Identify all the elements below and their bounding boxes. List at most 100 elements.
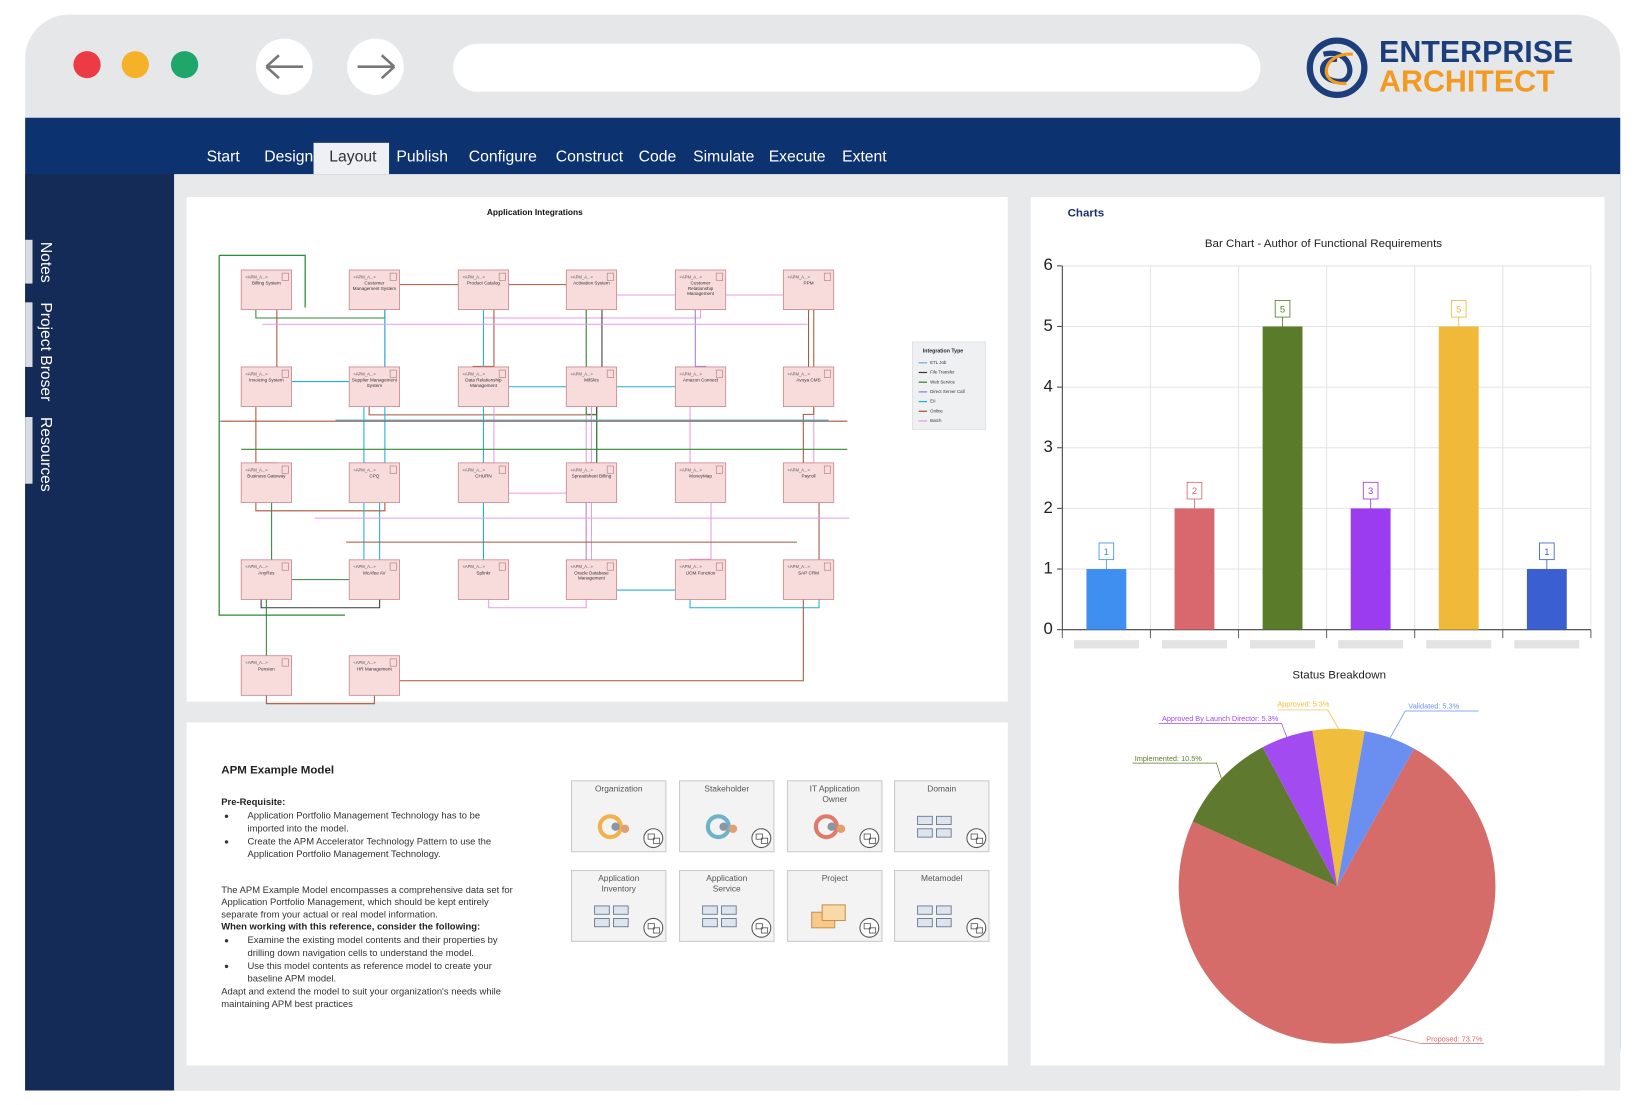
tile-icon bbox=[705, 814, 731, 840]
tile-label: Service bbox=[713, 883, 741, 893]
node-stereotype: «APM_A...» bbox=[245, 564, 268, 569]
tile-label: Stakeholder bbox=[704, 783, 749, 793]
node-label-box: AnyRes bbox=[258, 570, 274, 575]
ribbon-tab[interactable]: Construct bbox=[556, 149, 624, 166]
apm-text: Create the APM Accelerator Technology Pa… bbox=[247, 835, 491, 846]
node-stereotype: «APM_A...» bbox=[353, 371, 376, 376]
node-stereotype: «APM_A...» bbox=[788, 274, 811, 279]
node-stereotype: «APM_A...» bbox=[245, 467, 268, 472]
back-arrow bbox=[265, 54, 304, 80]
bar-label: 1 bbox=[1544, 546, 1549, 557]
ribbon-tab[interactable]: Publish bbox=[396, 149, 448, 166]
pie-leader bbox=[1132, 762, 1222, 779]
apm-heading: Pre-Requisite: bbox=[221, 796, 285, 807]
apm-text: Application Portfolio Management Technol… bbox=[247, 810, 480, 821]
category-placeholder bbox=[1514, 640, 1580, 649]
node-label-box: HR Management bbox=[357, 666, 392, 671]
tile-badge-icon bbox=[970, 833, 978, 840]
bar-label: 3 bbox=[1368, 485, 1373, 496]
node-icon bbox=[389, 369, 397, 378]
tile-icon bbox=[594, 918, 610, 928]
charts-title: Charts bbox=[1068, 208, 1105, 220]
bar bbox=[1174, 508, 1215, 630]
node-label: Payroll bbox=[801, 473, 816, 479]
ribbon-tab[interactable]: Extent bbox=[842, 149, 887, 166]
node-icon bbox=[281, 562, 289, 571]
pie-label: Implemented: 10.5% bbox=[1135, 754, 1203, 763]
node-stereotype: «APM_A...» bbox=[680, 274, 703, 279]
tile-icon bbox=[827, 822, 836, 831]
node-stereotype: «APM_A...» bbox=[570, 274, 593, 279]
node-label: Spreadsheet Billing bbox=[571, 473, 612, 479]
pie-slice bbox=[1178, 748, 1496, 1044]
tile-label: Application bbox=[598, 873, 639, 883]
node bbox=[457, 559, 510, 600]
node-stereotype: «APM_A...» bbox=[788, 564, 811, 569]
node bbox=[674, 366, 727, 407]
sidebar bbox=[25, 174, 175, 1091]
ribbon-tab[interactable]: Configure bbox=[469, 149, 537, 166]
apm-text: imported into the model. bbox=[247, 823, 348, 834]
apm-text: Examine the existing model contents and … bbox=[247, 934, 497, 945]
node-icon bbox=[606, 465, 614, 474]
node-label-box: Avoya CMS bbox=[796, 377, 820, 382]
sidebar-tab[interactable]: Notes bbox=[37, 242, 54, 283]
ribbon-tab[interactable]: Execute bbox=[769, 149, 826, 166]
node-icon bbox=[823, 272, 831, 281]
tile-icon bbox=[721, 918, 737, 928]
node-icon bbox=[823, 369, 831, 378]
logo-line2: ARCHITECT bbox=[1379, 65, 1555, 98]
screen-content: ENTERPRISE ARCHITECT Charts Application … bbox=[25, 14, 1621, 1091]
category-placeholder bbox=[1338, 640, 1404, 649]
category-placeholder bbox=[1073, 640, 1139, 649]
pie-label: Validated: 5.3% bbox=[1408, 702, 1459, 711]
bar-label: 5 bbox=[1456, 303, 1461, 314]
bar bbox=[1086, 569, 1127, 630]
tile-badge-icon bbox=[868, 927, 877, 934]
node-label: Oracle Database Management bbox=[574, 570, 609, 581]
node-stereotype: «APM_A...» bbox=[570, 371, 593, 376]
ribbon-tab[interactable]: Start bbox=[207, 149, 241, 166]
bullet bbox=[224, 939, 229, 943]
tile-icon bbox=[821, 904, 846, 922]
node-label-box: Splinkr bbox=[476, 570, 490, 575]
ribbon-tab[interactable]: Code bbox=[639, 149, 677, 166]
node-label-box: Payroll bbox=[801, 473, 816, 479]
sidebar-tab[interactable]: Resources bbox=[37, 417, 54, 492]
tile-icon bbox=[613, 905, 629, 915]
tile-icon bbox=[813, 814, 839, 840]
node-stereotype: «APM_A...» bbox=[245, 274, 268, 279]
legend-title: Integration Type bbox=[923, 349, 963, 355]
node-icon bbox=[715, 465, 723, 474]
ribbon-tab[interactable]: Design bbox=[264, 149, 313, 166]
node-icon bbox=[389, 272, 397, 281]
node-icon bbox=[498, 272, 506, 281]
node-label: McAfee AV bbox=[363, 570, 386, 576]
node bbox=[674, 559, 727, 600]
tile-icon bbox=[613, 918, 629, 928]
node-stereotype: «APM_A...» bbox=[462, 467, 485, 472]
node-icon bbox=[498, 562, 506, 571]
node-stereotype: «APM_A...» bbox=[462, 274, 485, 279]
tile-badge-icon bbox=[652, 837, 661, 844]
y-tick-label: 3 bbox=[1044, 437, 1053, 456]
category-placeholder bbox=[1250, 640, 1316, 649]
ribbon-tab[interactable]: Layout bbox=[329, 149, 377, 166]
node-icon bbox=[281, 369, 289, 378]
node-label: Activation System bbox=[573, 280, 610, 286]
node-label: Product Catalog bbox=[466, 280, 500, 286]
node-label-box: Oracle Database Management bbox=[574, 570, 609, 581]
node-stereotype: «APM_A...» bbox=[353, 274, 376, 279]
sidebar-tab[interactable]: Project Broser bbox=[37, 302, 54, 401]
tile-icon bbox=[917, 828, 933, 838]
node-label-box: MoneyMap bbox=[689, 473, 712, 478]
node-label-box: Pension bbox=[258, 666, 275, 671]
ribbon-tab[interactable]: Simulate bbox=[693, 149, 754, 166]
node-label-box: Spreadsheet Billing bbox=[571, 473, 612, 479]
tile-badge-icon bbox=[755, 833, 763, 840]
address-bar[interactable] bbox=[453, 43, 1261, 92]
node-stereotype: «APM_A...» bbox=[353, 660, 376, 665]
tile-icon bbox=[611, 822, 620, 831]
node bbox=[457, 269, 510, 311]
